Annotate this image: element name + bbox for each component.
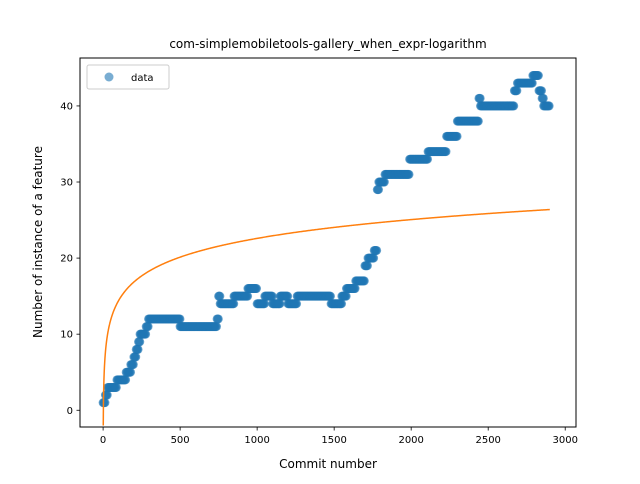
fit-line [102, 208, 550, 426]
data-point [215, 291, 225, 301]
data-point [350, 284, 360, 294]
data-point [512, 86, 522, 96]
data-point [452, 131, 462, 141]
legend-box [86, 64, 170, 90]
plot-area [79, 57, 577, 428]
data-point [475, 93, 485, 103]
data-point [372, 245, 382, 255]
data-point [369, 253, 379, 263]
x-tick-label: 0 [100, 435, 106, 446]
data-point [121, 375, 131, 385]
data-point [128, 360, 138, 370]
data-point [143, 322, 153, 332]
data-point [252, 284, 262, 294]
data-point [111, 382, 121, 392]
y-tick-label: 10 [60, 330, 73, 341]
data-point [141, 329, 151, 339]
plot-frame [79, 57, 577, 428]
data-point [423, 154, 433, 164]
data-layer [98, 71, 554, 408]
y-axis: 0 10 20 30 40 [60, 101, 80, 417]
fit-layer [102, 208, 550, 426]
data-point [213, 314, 223, 324]
data-point [537, 86, 546, 96]
legend-label-data: data [131, 73, 154, 84]
data-point [325, 291, 335, 301]
y-tick-label: 40 [60, 101, 73, 112]
x-tick-label: 3000 [552, 435, 577, 446]
data-point [126, 367, 136, 377]
y-tick-label: 20 [60, 254, 73, 265]
data-point [337, 299, 347, 309]
data-point [527, 78, 537, 88]
data-point [175, 314, 185, 324]
data-point [374, 185, 384, 195]
chart-title: com-simplemobiletools-gallery_when_expr-… [169, 37, 486, 51]
x-tick-label: 1500 [321, 435, 346, 446]
data-point [544, 101, 554, 111]
data-point [229, 299, 239, 309]
data-point [404, 169, 414, 179]
x-tick-label: 2500 [475, 435, 500, 446]
data-point [441, 147, 451, 157]
data-point [211, 322, 221, 332]
data-point [243, 291, 253, 301]
x-tick-label: 1000 [244, 435, 269, 446]
data-point [379, 177, 389, 187]
x-axis: 0 500 1000 1500 2000 2500 3000 [100, 427, 578, 446]
data-point [533, 71, 543, 80]
data-point [260, 299, 270, 309]
data-point [267, 291, 277, 301]
legend-marker-data [104, 72, 114, 82]
y-tick-label: 30 [60, 178, 73, 189]
data-point [341, 291, 351, 301]
legend: data [86, 64, 170, 90]
y-tick-label: 0 [67, 406, 73, 417]
data-point [509, 101, 519, 111]
x-tick-label: 500 [171, 435, 190, 446]
data-point [133, 344, 143, 354]
data-point [283, 291, 293, 301]
data-point [359, 276, 369, 286]
data-point [275, 299, 285, 309]
data-point [131, 352, 141, 362]
data-point [292, 299, 302, 309]
data-point [362, 261, 372, 271]
x-tick-label: 2000 [398, 435, 423, 446]
y-axis-label: Number of instance of a feature [31, 146, 45, 338]
data-point [473, 116, 483, 126]
data-point [102, 390, 112, 400]
data-point [135, 337, 145, 347]
x-axis-label: Commit number [279, 457, 377, 471]
data-point [538, 93, 548, 103]
